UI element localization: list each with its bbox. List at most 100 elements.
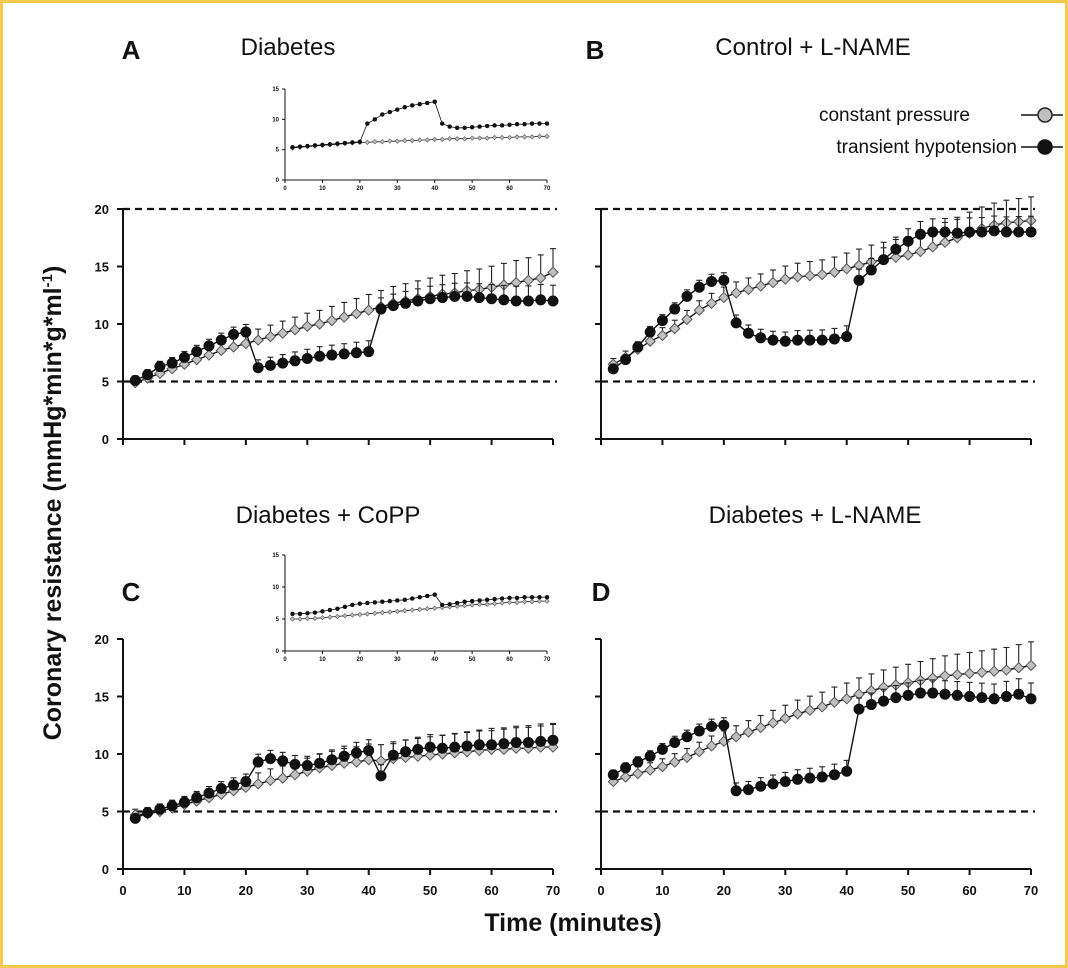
data-point-constant-pressure: [394, 138, 400, 144]
data-point-transient-hypotension: [424, 741, 436, 753]
data-point-constant-pressure: [730, 287, 742, 299]
data-point-transient-hypotension: [449, 741, 461, 753]
panel-letter-b: B: [586, 35, 605, 65]
data-point-constant-pressure: [499, 600, 505, 606]
data-point-constant-pressure: [506, 134, 513, 141]
data-point-transient-hypotension: [462, 125, 467, 131]
data-point-constant-pressure: [469, 602, 475, 608]
data-point-constant-pressure: [289, 616, 296, 622]
data-point-transient-hypotension: [314, 350, 326, 362]
data-point-transient-hypotension: [363, 346, 375, 358]
data-point-transient-hypotension: [484, 597, 490, 603]
panel-letter-c: C: [122, 577, 141, 607]
data-point-constant-pressure: [491, 134, 498, 141]
data-point-transient-hypotension: [767, 334, 779, 346]
data-point-transient-hypotension: [535, 735, 547, 747]
data-point-constant-pressure: [499, 134, 505, 141]
x-tick-label: 50: [469, 657, 476, 663]
data-point-constant-pressure: [439, 136, 445, 142]
data-point-transient-hypotension: [395, 107, 400, 112]
data-point-constant-pressure: [656, 760, 669, 773]
data-point-constant-pressure: [484, 601, 490, 607]
data-point-transient-hypotension: [535, 294, 547, 306]
data-point-constant-pressure: [379, 609, 385, 616]
data-point-transient-hypotension: [865, 699, 877, 711]
data-point-transient-hypotension: [718, 719, 730, 731]
data-point-transient-hypotension: [939, 688, 951, 700]
data-point-transient-hypotension: [350, 602, 355, 608]
x-tick-label: 70: [544, 186, 551, 192]
data-point-constant-pressure: [841, 263, 853, 275]
data-point-transient-hypotension: [632, 756, 644, 768]
data-point-transient-hypotension: [412, 295, 424, 307]
data-point-constant-pressure: [289, 768, 301, 781]
x-tick-label: 50: [423, 883, 437, 898]
data-point-constant-pressure: [767, 717, 779, 729]
data-point-transient-hypotension: [706, 275, 718, 287]
data-point-constant-pressure: [342, 613, 348, 619]
y-tick-label: 10: [272, 117, 279, 123]
legend: constant pressure transient hypotension: [819, 105, 1063, 158]
x-tick-label: 60: [484, 883, 498, 898]
data-point-transient-hypotension: [544, 594, 550, 600]
x-tick-label: 70: [546, 883, 560, 898]
data-point-constant-pressure: [890, 251, 902, 264]
data-point-constant-pressure: [462, 136, 468, 142]
data-point-constant-pressure: [277, 772, 289, 784]
data-point-transient-hypotension: [681, 290, 693, 302]
data-point-transient-hypotension: [890, 243, 902, 255]
data-point-transient-hypotension: [342, 140, 348, 146]
data-point-constant-pressure: [767, 276, 779, 289]
data-point-constant-pressure: [432, 605, 438, 611]
panel-title-b: Control + L-NAME: [715, 34, 910, 61]
data-point-constant-pressure: [350, 307, 363, 320]
data-point-constant-pressure: [976, 666, 988, 679]
data-point-constant-pressure: [755, 280, 767, 292]
data-point-transient-hypotension: [154, 803, 166, 815]
data-point-transient-hypotension: [424, 593, 430, 599]
data-point-constant-pressure: [730, 731, 742, 743]
data-point-transient-hypotension: [656, 743, 668, 755]
x-axis-label: Time (minutes): [484, 909, 661, 937]
x-tick-label: 20: [239, 883, 253, 898]
data-point-transient-hypotension: [473, 292, 485, 304]
data-point-transient-hypotension: [365, 600, 370, 606]
data-point-transient-hypotension: [853, 703, 865, 715]
data-point-transient-hypotension: [755, 332, 767, 344]
data-point-transient-hypotension: [477, 124, 482, 129]
data-point-transient-hypotension: [779, 776, 791, 788]
data-point-transient-hypotension: [350, 140, 355, 145]
data-point-constant-pressure: [350, 756, 363, 768]
data-point-transient-hypotension: [326, 754, 338, 766]
data-point-transient-hypotension: [522, 737, 534, 748]
data-point-constant-pressure: [334, 613, 341, 620]
data-point-transient-hypotension: [828, 333, 840, 345]
data-point-constant-pressure: [988, 665, 1000, 677]
data-point-transient-hypotension: [335, 141, 340, 146]
data-point-transient-hypotension: [228, 328, 240, 340]
data-point-transient-hypotension: [301, 353, 313, 364]
data-point-transient-hypotension: [380, 112, 385, 117]
data-point-transient-hypotension: [387, 749, 399, 761]
x-tick-label: 10: [319, 186, 326, 192]
data-point-transient-hypotension: [841, 765, 853, 777]
data-point-constant-pressure: [544, 598, 550, 604]
data-point-constant-pressure: [535, 272, 547, 284]
data-point-constant-pressure: [215, 344, 227, 357]
y-tick-label: 5: [276, 148, 280, 154]
data-point-transient-hypotension: [1025, 226, 1037, 238]
data-point-transient-hypotension: [326, 349, 338, 361]
data-point-transient-hypotension: [264, 359, 276, 371]
data-point-transient-hypotension: [312, 143, 318, 148]
y-tick-label: 0: [276, 649, 280, 655]
data-point-constant-pressure: [841, 693, 853, 705]
y-tick-label: 0: [102, 432, 109, 447]
data-point-transient-hypotension: [951, 689, 963, 701]
y-tick-label: 0: [102, 862, 109, 877]
data-point-transient-hypotension: [395, 598, 400, 603]
data-point-constant-pressure: [402, 608, 408, 614]
data-point-transient-hypotension: [240, 326, 252, 338]
data-point-transient-hypotension: [914, 228, 926, 240]
